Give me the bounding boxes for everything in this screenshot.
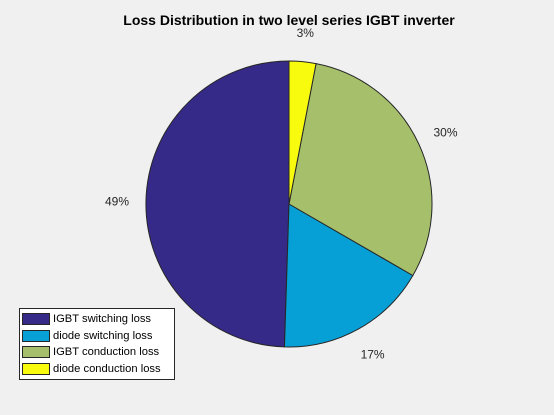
legend-item: IGBT conduction loss — [22, 344, 174, 361]
pie-label-igbt-conduction-loss: 30% — [433, 126, 457, 140]
legend-swatch — [22, 346, 50, 359]
legend: IGBT switching loss diode switching loss I… — [19, 308, 175, 380]
pie-labels: 49% 17% 30% 3% — [105, 26, 458, 361]
legend-label: diode conduction loss — [53, 362, 161, 375]
legend-swatch — [22, 313, 50, 326]
pie-slices — [145, 60, 433, 348]
legend-item: diode conduction loss — [22, 361, 174, 378]
pie-slice-diode-conduction-loss — [288, 60, 317, 205]
chart-title: Loss Distribution in two level series IG… — [123, 12, 455, 28]
legend-label: diode switching loss — [53, 329, 153, 342]
pie-slice-diode-switching-loss — [283, 203, 414, 348]
legend-label: IGBT switching loss — [53, 313, 152, 326]
pie-slice-igbt-switching-loss — [145, 60, 290, 348]
legend-label: IGBT conduction loss — [53, 346, 160, 359]
pie-slice-igbt-conduction-loss — [288, 62, 433, 277]
legend-item: diode switching loss — [22, 328, 174, 345]
legend-swatch — [22, 329, 50, 342]
pie-label-diode-switching-loss: 17% — [361, 347, 385, 361]
pie-label-diode-conduction-loss: 3% — [297, 26, 315, 40]
pie-label-igbt-switching-loss: 49% — [105, 194, 129, 208]
legend-item: IGBT switching loss — [22, 311, 174, 328]
legend-swatch — [22, 362, 50, 375]
